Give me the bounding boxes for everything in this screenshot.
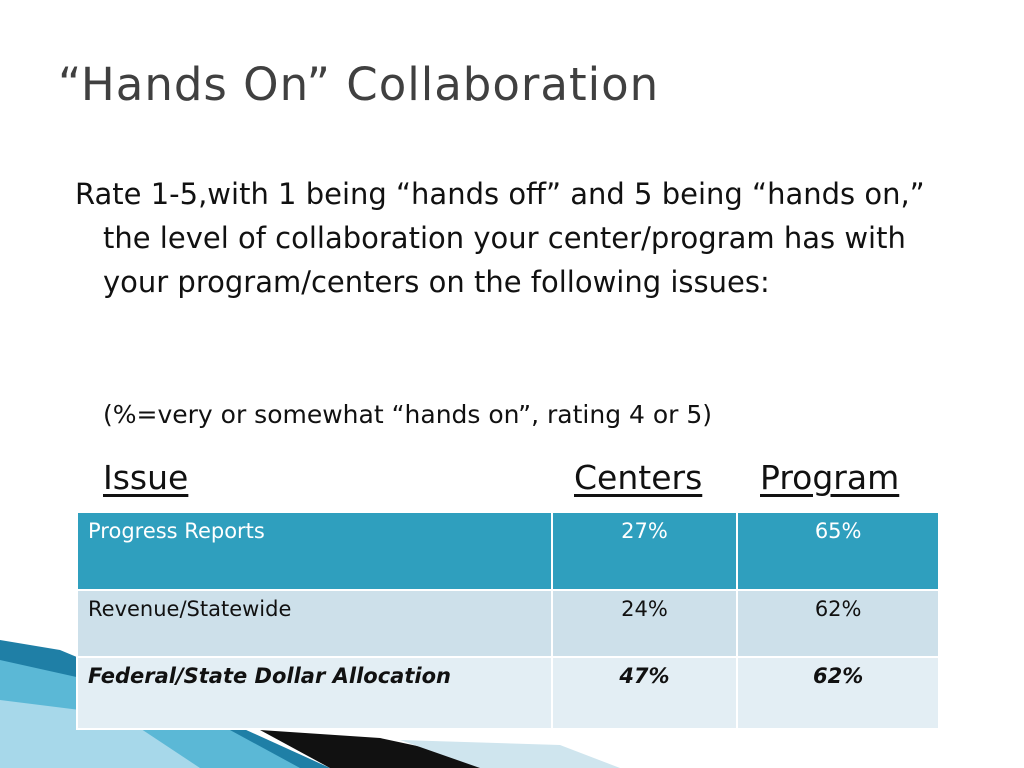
percent-cell: 62% [736, 589, 940, 658]
table-row: Progress Reports 27% 65% [76, 511, 940, 591]
column-header: Centers [574, 458, 703, 497]
percent-cell: 27% [550, 511, 739, 591]
table-row: Revenue/Statewide 24% 62% [76, 589, 940, 658]
column-header: Program [760, 458, 900, 497]
swoosh [0, 700, 200, 768]
table: Progress Reports 27% 65% Revenue/Statewide 2… [76, 511, 940, 730]
note: (%=very or somewhat “hands on”, rating 4… [103, 400, 713, 429]
title: “Hands On” Collaboration [58, 58, 660, 111]
percent-cell: 62% [736, 656, 940, 730]
percent-cell: 47% [550, 656, 739, 730]
table-row: Federal/State Dollar Allocation 47% 62% [76, 656, 940, 730]
column-header: Issue [103, 458, 189, 497]
issue-cell: Progress Reports [76, 511, 553, 591]
percent-cell: 24% [550, 589, 739, 658]
issue-cell: Revenue/Statewide [76, 589, 553, 658]
issue-cell: Federal/State Dollar Allocation [76, 656, 553, 730]
percent-cell: 65% [736, 511, 940, 591]
swoosh [400, 740, 620, 768]
body-text: Rate 1-5,with 1 being “hands off” and 5 … [75, 177, 925, 299]
